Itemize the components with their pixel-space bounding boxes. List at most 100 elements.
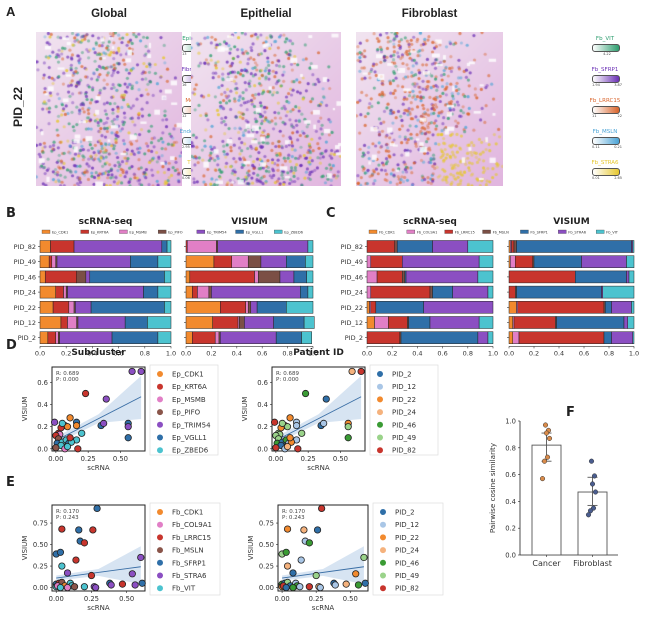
legend-swatch bbox=[157, 229, 167, 234]
bar-segment bbox=[273, 316, 305, 329]
bar-segment bbox=[423, 301, 494, 314]
colorbar-label: Fb_SFRP1 bbox=[591, 67, 619, 73]
legend-marker bbox=[377, 396, 383, 403]
legend-label: Fb_VIT bbox=[606, 231, 619, 235]
colorbar-tick: 1.94 bbox=[592, 83, 600, 87]
bar-segment bbox=[400, 331, 479, 344]
data-point bbox=[87, 571, 96, 580]
bar-segment bbox=[513, 316, 556, 329]
bar-segment bbox=[67, 285, 144, 299]
legend-marker bbox=[380, 572, 386, 579]
x-tick-label: 0.8 bbox=[140, 349, 150, 357]
data-point bbox=[587, 508, 594, 514]
bar-segment bbox=[396, 240, 433, 253]
data-point bbox=[282, 548, 290, 556]
bar-segment bbox=[76, 270, 87, 284]
x-tick-label: 0.2 bbox=[61, 349, 71, 357]
legend-label: Fb_COL9A1 bbox=[172, 521, 212, 529]
colorbar-tick: 0.06 bbox=[182, 176, 190, 180]
bar-segment bbox=[217, 240, 309, 253]
colorbar-tick: 11 bbox=[592, 114, 597, 118]
y-tick-label: 0.6 bbox=[37, 379, 48, 387]
legend-marker bbox=[377, 409, 383, 416]
regression-line bbox=[55, 396, 142, 441]
y-axis-label: VISIUM bbox=[241, 397, 249, 422]
legend-label: PID_2 bbox=[395, 509, 415, 517]
bar-segment bbox=[185, 270, 191, 284]
data-point bbox=[322, 395, 330, 403]
bar-segment bbox=[247, 255, 262, 268]
bar-segment bbox=[366, 301, 370, 314]
legend-label: PID_46 bbox=[392, 421, 417, 429]
bar-segment bbox=[626, 255, 635, 268]
bar-segment bbox=[185, 301, 221, 314]
data-point bbox=[282, 583, 290, 592]
data-point bbox=[543, 430, 550, 436]
bar-segment bbox=[632, 240, 635, 253]
data-point bbox=[589, 481, 596, 487]
tissue-spots bbox=[191, 32, 341, 186]
data-point bbox=[588, 458, 595, 464]
bar-segment bbox=[429, 316, 480, 329]
bar-segment bbox=[510, 255, 516, 268]
data-point bbox=[89, 526, 97, 534]
data-point bbox=[305, 583, 313, 591]
subplot-title: VISIUM bbox=[231, 217, 267, 227]
subplot-title: Patient ID bbox=[293, 348, 344, 358]
legend-label: Fb_STRA6 bbox=[568, 231, 586, 235]
bar-segment bbox=[250, 301, 258, 314]
y-tick-label: 0.2 bbox=[257, 423, 268, 431]
y-tick-label: 0.25 bbox=[259, 563, 274, 571]
colorbar-tick: 16 bbox=[182, 83, 187, 87]
bar-segment bbox=[307, 240, 314, 253]
y-tick-label: PID_49 bbox=[341, 258, 363, 266]
x-tick-label: 0.00 bbox=[275, 595, 290, 603]
y-tick-label: PID_82 bbox=[14, 243, 36, 251]
data-point bbox=[138, 579, 146, 587]
data-point bbox=[137, 367, 145, 376]
data-point bbox=[300, 526, 308, 534]
colorbar-label: Fb_VIT bbox=[595, 36, 615, 42]
x-tick-label: 0.6 bbox=[579, 349, 589, 357]
bar-segment bbox=[220, 331, 277, 344]
stat-r: R: 0.689 bbox=[276, 371, 299, 377]
legend-label: Ep_PIFO bbox=[168, 231, 183, 235]
x-tick-label: 0.8 bbox=[463, 349, 473, 357]
colorbar-tick: 13 bbox=[182, 52, 187, 56]
y-tick-label: PID_49 bbox=[14, 258, 36, 266]
y-tick-label: 0.00 bbox=[33, 584, 48, 592]
bar-segment bbox=[212, 316, 239, 329]
data-point bbox=[539, 476, 546, 482]
legend-marker bbox=[380, 521, 386, 528]
legend-swatch bbox=[444, 229, 453, 234]
bar-segment bbox=[432, 240, 469, 253]
colorbar-tick: 0.11 bbox=[592, 145, 600, 149]
legend-marker bbox=[157, 521, 163, 528]
data-point bbox=[301, 389, 310, 398]
subplot-title: Subcluster bbox=[71, 348, 126, 358]
legend-label: Fb_VIT bbox=[172, 585, 196, 593]
bar-segment bbox=[628, 270, 635, 284]
y-tick-label: 0.0 bbox=[37, 445, 48, 453]
legend-label: PID_82 bbox=[395, 585, 419, 593]
colorbar bbox=[592, 137, 620, 145]
colorbar-ticks: 0.11 0.21 bbox=[592, 145, 622, 149]
data-point bbox=[137, 553, 145, 562]
y-tick-label: 0.25 bbox=[33, 563, 48, 571]
bar-segment bbox=[52, 301, 70, 314]
bar-segment bbox=[39, 240, 51, 253]
map-title: Fibroblast bbox=[401, 8, 458, 20]
legend-marker bbox=[377, 434, 383, 441]
x-tick-label: 0.25 bbox=[301, 455, 316, 463]
x-tick-label: Cancer bbox=[532, 559, 561, 568]
legend-marker bbox=[157, 585, 163, 592]
bar-segment bbox=[258, 270, 281, 284]
bar-segment bbox=[370, 285, 431, 299]
bar-segment bbox=[301, 331, 312, 344]
colorbar bbox=[592, 75, 620, 83]
legend-label: Fb_STRA6 bbox=[172, 572, 207, 580]
bar bbox=[531, 444, 562, 556]
bar-segment bbox=[293, 270, 307, 284]
data-point bbox=[278, 419, 286, 427]
